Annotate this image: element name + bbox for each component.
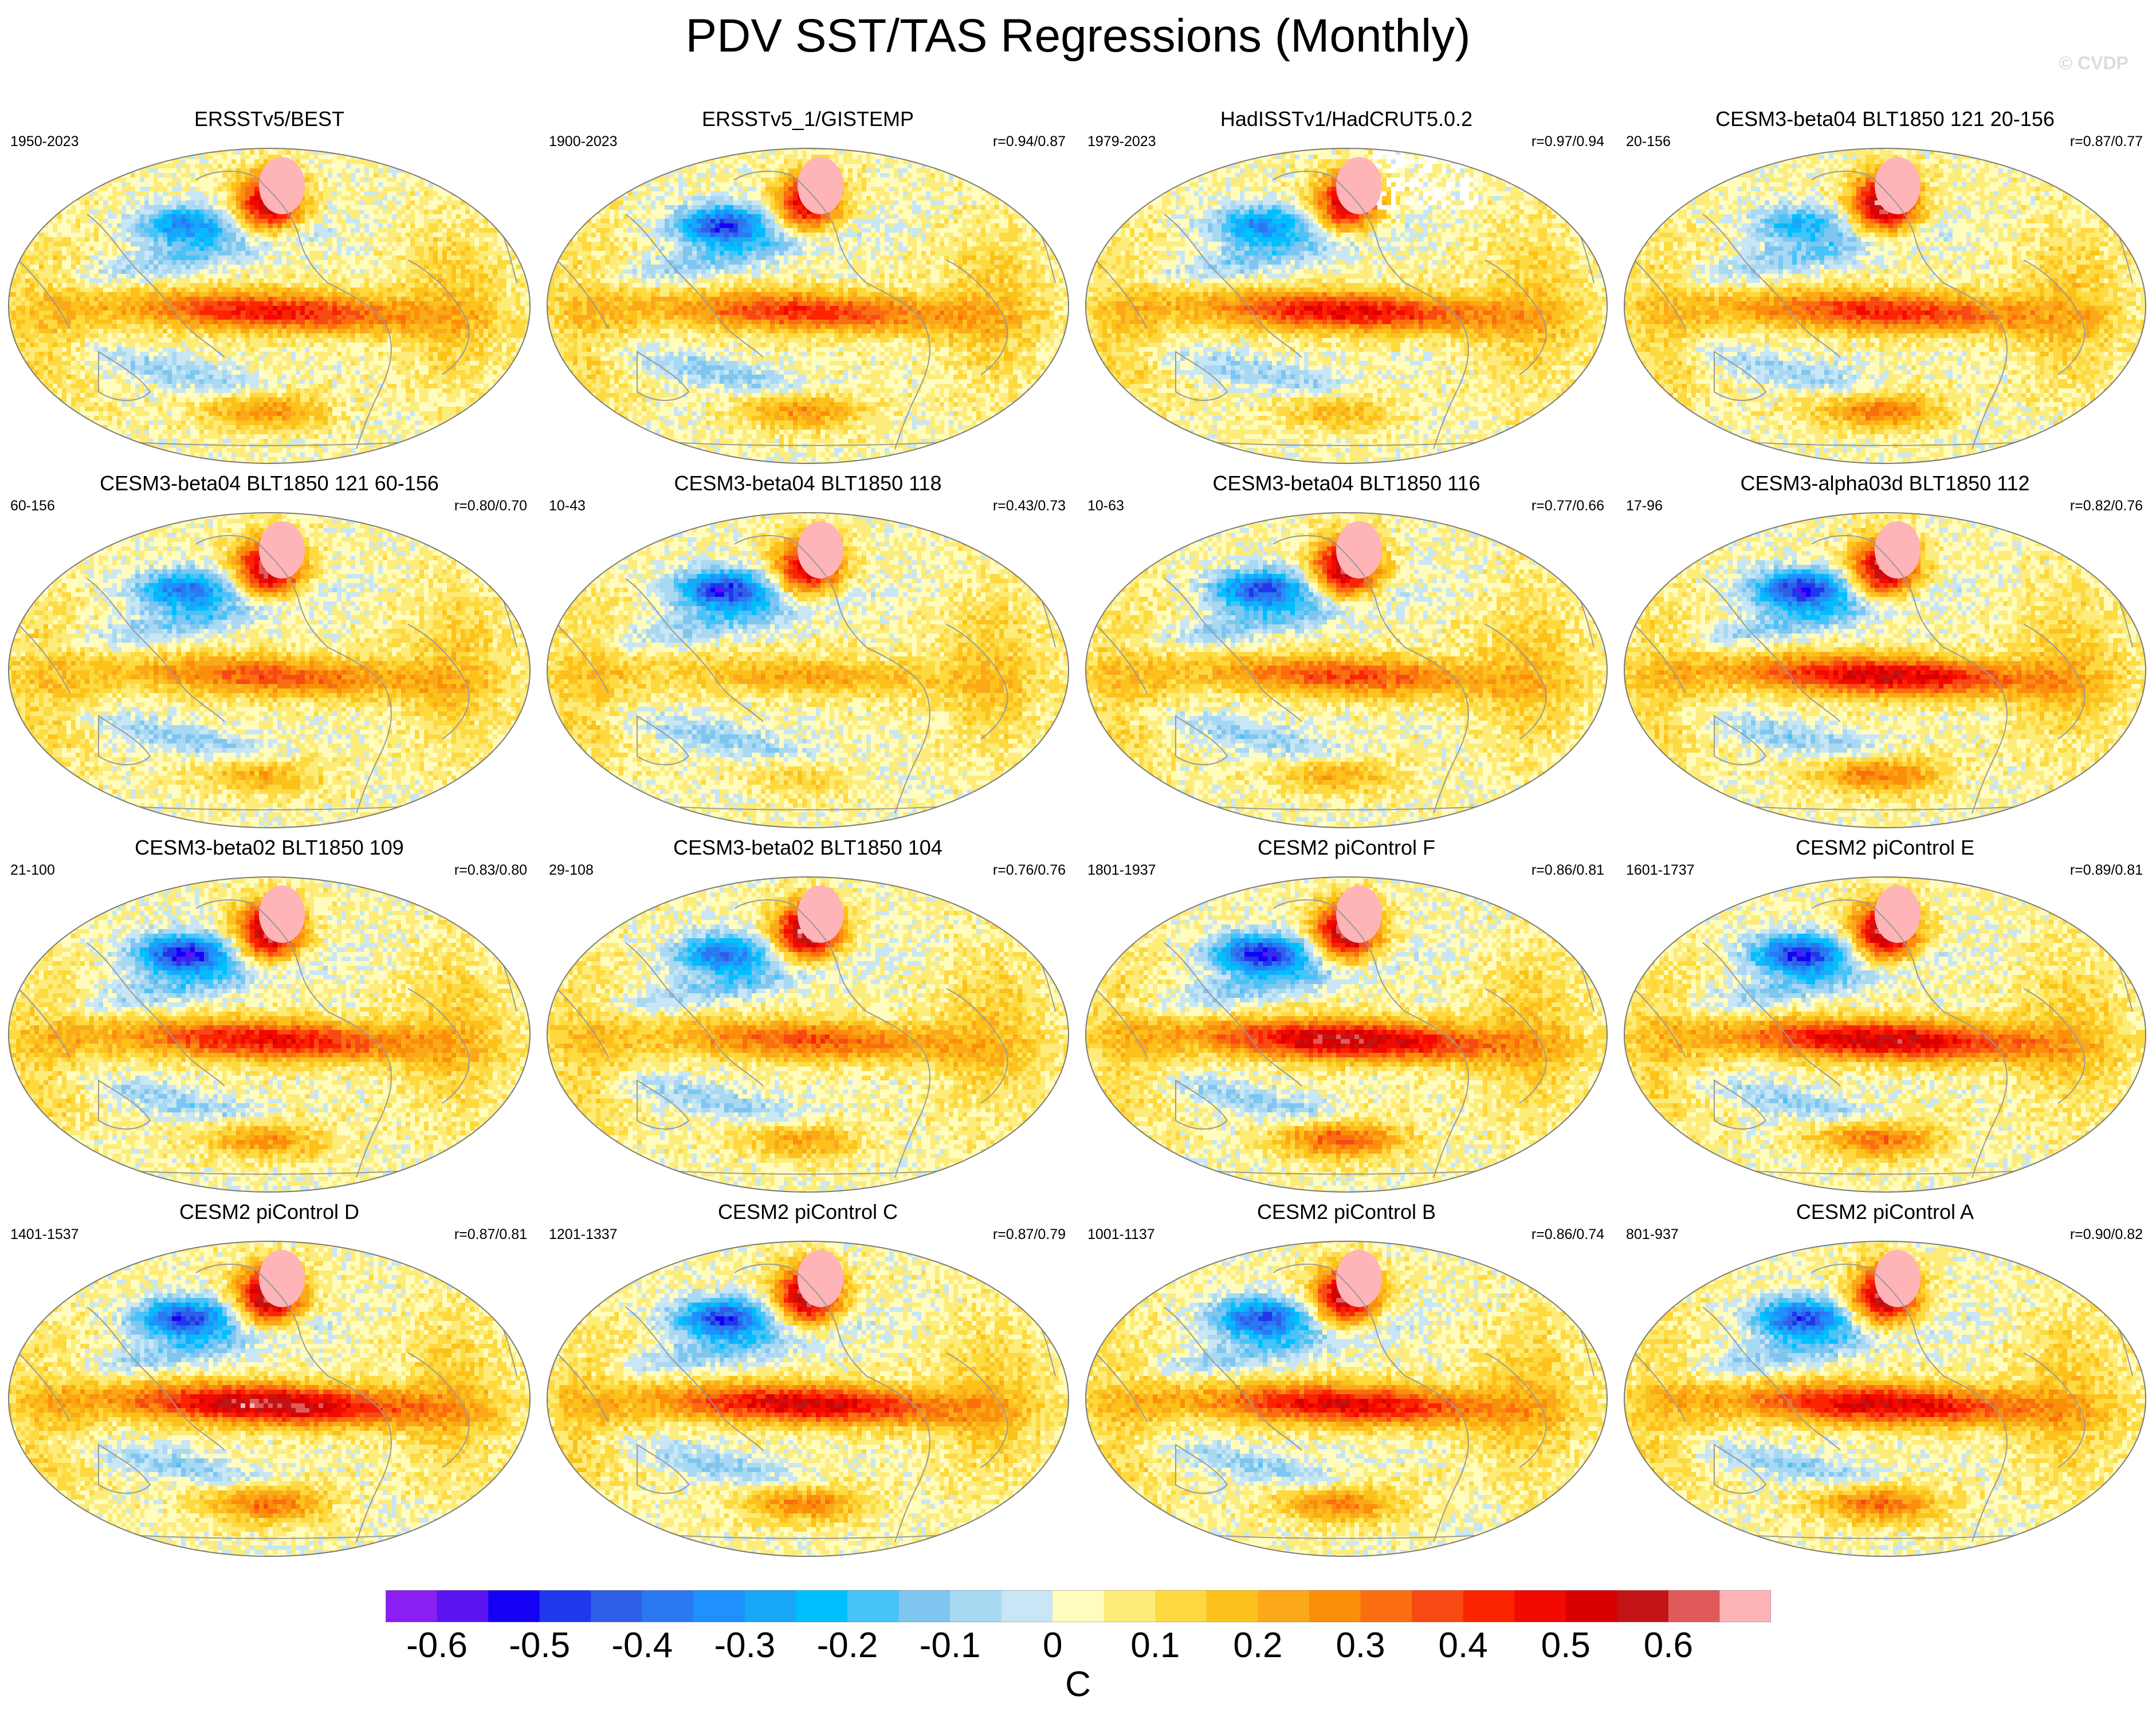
panel-title: CESM2 piControl C <box>539 1199 1077 1225</box>
map-panel: CESM2 piControl E 1601-1737 r=0.89/0.81 <box>1616 835 2154 1199</box>
map-panel: CESM3-beta04 BLT1850 116 10-63 r=0.77/0.66 <box>1077 471 1616 835</box>
world-map <box>545 145 1070 466</box>
colorbar-tick-label: -0.2 <box>817 1626 878 1666</box>
colorbar-swatch <box>847 1590 899 1622</box>
world-map <box>1084 874 1609 1195</box>
colorbar-tick-label: -0.4 <box>611 1626 673 1666</box>
colorbar-swatch <box>1207 1590 1258 1622</box>
world-map <box>7 874 532 1195</box>
colorbar-swatch <box>1617 1590 1668 1622</box>
world-map <box>1623 1238 2147 1559</box>
world-map <box>1623 145 2147 466</box>
map-panel: HadISSTv1/HadCRUT5.0.2 1979-2023 r=0.97/0.… <box>1077 107 1616 470</box>
colorbar-swatch <box>1668 1590 1720 1622</box>
world-map <box>1084 510 1609 831</box>
colorbar-swatch <box>796 1590 847 1622</box>
panel-title: ERSSTv5_1/GISTEMP <box>539 107 1077 132</box>
colorbar-swatch <box>642 1590 694 1622</box>
colorbar-tick-label: 0 <box>1043 1626 1062 1666</box>
map-panel: ERSSTv5_1/GISTEMP 1900-2023 r=0.94/0.87 <box>539 107 1077 470</box>
world-map <box>1623 874 2147 1195</box>
map-panel: CESM3-beta02 BLT1850 104 29-108 r=0.76/0.7… <box>539 835 1077 1199</box>
colorbar-swatch <box>591 1590 642 1622</box>
colorbar-swatch <box>1104 1590 1156 1622</box>
colorbar-swatch <box>488 1590 540 1622</box>
colorbar-swatch <box>386 1590 437 1622</box>
colorbar-swatch <box>1155 1590 1207 1622</box>
colorbar-tick-label: 0.2 <box>1233 1626 1282 1666</box>
map-panel: CESM2 piControl C 1201-1337 r=0.87/0.79 <box>539 1199 1077 1563</box>
colorbar-swatch <box>693 1590 745 1622</box>
map-panel: CESM3-beta04 BLT1850 121 60-156 60-156 r=0… <box>0 471 539 835</box>
world-map <box>1084 1238 1609 1559</box>
panel-title: CESM2 piControl E <box>1616 835 2154 860</box>
colorbar-swatch <box>540 1590 591 1622</box>
colorbar-swatch <box>437 1590 489 1622</box>
panel-title: CESM3-beta04 BLT1850 116 <box>1077 471 1616 496</box>
map-panel: CESM3-beta04 BLT1850 121 20-156 20-156 r=0… <box>1616 107 2154 470</box>
panel-title: CESM2 piControl F <box>1077 835 1616 860</box>
map-panel: CESM3-alpha03d BLT1850 112 17-96 r=0.82/0.… <box>1616 471 2154 835</box>
colorbar-tick-label: 0.3 <box>1336 1626 1385 1666</box>
colorbar-swatch <box>1002 1590 1053 1622</box>
panel-title: CESM2 piControl D <box>0 1199 539 1225</box>
colorbar-ticks: -0.6 -0.5 -0.4 -0.3 -0.2 -0.1 0 0.1 0.2 0.3 0.4 0.5… <box>0 1626 2156 1666</box>
colorbar-tick-label: 0.1 <box>1130 1626 1180 1666</box>
world-map <box>1623 510 2147 831</box>
panel-title: CESM2 piControl A <box>1616 1199 2154 1225</box>
colorbar-swatch <box>899 1590 951 1622</box>
map-panel: CESM2 piControl B 1001-1137 r=0.86/0.74 <box>1077 1199 1616 1563</box>
panel-title: CESM3-beta02 BLT1850 109 <box>0 835 539 860</box>
panel-title: CESM3-beta02 BLT1850 104 <box>539 835 1077 860</box>
panel-title: CESM3-alpha03d BLT1850 112 <box>1616 471 2154 496</box>
colorbar-tick-label: -0.6 <box>406 1626 468 1666</box>
colorbar-tick-label: -0.5 <box>509 1626 570 1666</box>
colorbar-swatch <box>1412 1590 1463 1622</box>
colorbar-tick-label: 0.4 <box>1439 1626 1488 1666</box>
map-panel: CESM3-beta04 BLT1850 118 10-43 r=0.43/0.73 <box>539 471 1077 835</box>
colorbar-swatch <box>1719 1590 1771 1622</box>
colorbar-swatch <box>1053 1590 1104 1622</box>
world-map <box>545 874 1070 1195</box>
colorbar-swatch <box>1361 1590 1412 1622</box>
panel-title: CESM3-beta04 BLT1850 121 20-156 <box>1616 107 2154 132</box>
world-map <box>7 510 532 831</box>
colorbar-swatch <box>1463 1590 1515 1622</box>
map-panel: CESM2 piControl A 801-937 r=0.90/0.82 <box>1616 1199 2154 1563</box>
map-panel: CESM2 piControl D 1401-1537 r=0.87/0.81 <box>0 1199 539 1563</box>
panel-title: CESM3-beta04 BLT1850 121 60-156 <box>0 471 539 496</box>
colorbar-tick-label: 0.6 <box>1644 1626 1693 1666</box>
world-map <box>7 145 532 466</box>
colorbar <box>386 1590 1771 1622</box>
colorbar-swatch <box>1309 1590 1361 1622</box>
colorbar-tick-label: -0.1 <box>920 1626 981 1666</box>
world-map <box>1084 145 1609 466</box>
colorbar-swatch <box>1258 1590 1309 1622</box>
map-panel: ERSSTv5/BEST 1950-2023 <box>0 107 539 470</box>
map-panel: CESM2 piControl F 1801-1937 r=0.86/0.81 <box>1077 835 1616 1199</box>
colorbar-swatch <box>950 1590 1002 1622</box>
panel-title: CESM3-beta04 BLT1850 118 <box>539 471 1077 496</box>
panel-title: ERSSTv5/BEST <box>0 107 539 132</box>
colorbar-tick-label: 0.5 <box>1541 1626 1591 1666</box>
colorbar-unit: C <box>0 1665 2156 1705</box>
colorbar-tick-label: -0.3 <box>714 1626 775 1666</box>
panel-title: HadISSTv1/HadCRUT5.0.2 <box>1077 107 1616 132</box>
panel-title: CESM2 piControl B <box>1077 1199 1616 1225</box>
map-panel: CESM3-beta02 BLT1850 109 21-100 r=0.83/0.8… <box>0 835 539 1199</box>
colorbar-swatch <box>1566 1590 1617 1622</box>
colorbar-swatch <box>1514 1590 1566 1622</box>
world-map <box>545 1238 1070 1559</box>
world-map <box>545 510 1070 831</box>
colorbar-swatch <box>745 1590 796 1622</box>
world-map <box>7 1238 532 1559</box>
